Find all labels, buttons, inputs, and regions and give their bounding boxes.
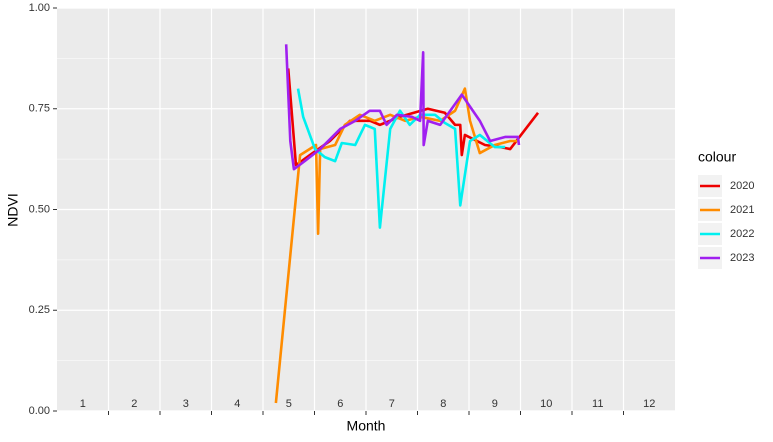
x-axis-title: Month — [347, 418, 386, 434]
month-label: 2 — [131, 398, 137, 410]
legend-title: colour — [698, 149, 736, 165]
month-label: 8 — [440, 398, 446, 410]
y-tick-label: 0.25 — [29, 304, 50, 316]
month-label: 5 — [286, 398, 292, 410]
month-label: 6 — [337, 398, 343, 410]
month-label: 9 — [492, 398, 498, 410]
series-line — [296, 88, 506, 229]
month-label: 12 — [643, 398, 655, 410]
y-axis-title: NDVI — [5, 193, 21, 226]
month-label: 3 — [183, 398, 189, 410]
month-label: 7 — [389, 398, 395, 410]
y-tick-label: 0.50 — [29, 203, 50, 215]
y-tick-label: 0.75 — [29, 103, 50, 115]
y-tick-label: 0.00 — [29, 405, 50, 417]
series-line — [274, 87, 518, 404]
month-label: 10 — [540, 398, 552, 410]
month-label: 1 — [80, 398, 86, 410]
legend-label: 2020 — [730, 180, 754, 192]
series-line — [284, 44, 521, 171]
month-label: 11 — [592, 398, 603, 410]
y-tick-label: 1.00 — [29, 2, 50, 14]
month-label: 4 — [234, 398, 240, 410]
legend-label: 2023 — [730, 252, 754, 264]
legend-label: 2021 — [730, 204, 754, 216]
legend-label: 2022 — [730, 228, 754, 240]
